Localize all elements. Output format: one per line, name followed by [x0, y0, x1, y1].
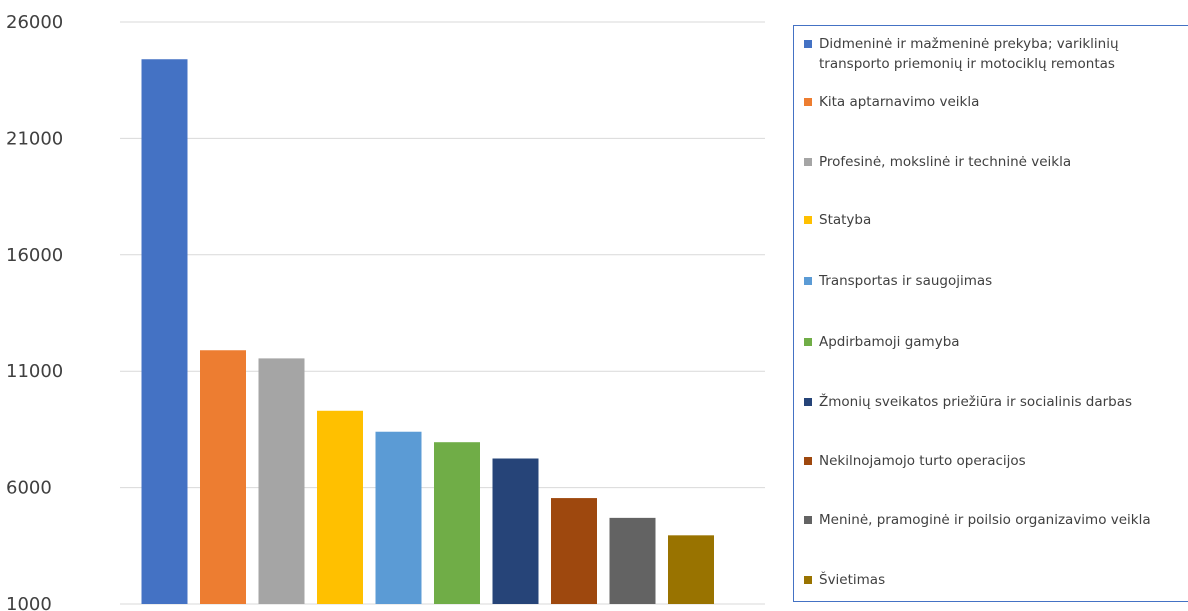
legend-item: Kita aptarnavimo veikla: [804, 92, 1188, 112]
y-tick-label: 21000: [6, 128, 63, 149]
chart-legend: Didmeninė ir mažmeninė prekyba; variklin…: [793, 25, 1188, 602]
legend-item: Transportas ir saugojimas: [804, 271, 1188, 291]
legend-swatch: [804, 216, 812, 224]
legend-label: Statyba: [819, 212, 872, 228]
legend-label: Profesinė, mokslinė ir techninė veikla: [819, 154, 1072, 170]
legend-item: Švietimas: [804, 570, 1188, 590]
bar: [668, 535, 714, 604]
legend-label: Apdirbamoji gamyba: [819, 334, 960, 350]
legend-swatch: [804, 576, 812, 584]
bars: [141, 59, 714, 605]
legend-item: Didmeninė ir mažmeninė prekyba; variklin…: [804, 34, 1188, 74]
legend-label: Meninė, pramoginė ir poilsio organizavim…: [819, 512, 1151, 528]
y-tick-label: 16000: [6, 245, 63, 266]
bar: [551, 498, 597, 604]
legend-swatch: [804, 338, 812, 346]
bar: [317, 410, 363, 604]
legend-label: Kita aptarnavimo veikla: [819, 94, 980, 110]
legend-swatch: [804, 457, 812, 465]
legend-swatch: [804, 158, 812, 166]
legend-item: Profesinė, mokslinė ir techninė veikla: [804, 152, 1188, 172]
bar: [258, 358, 305, 604]
legend-swatch: [804, 277, 812, 285]
legend-swatch: [804, 398, 812, 406]
y-tick-label: 6000: [6, 478, 52, 499]
legend-swatch: [804, 40, 812, 48]
bar: [375, 431, 422, 604]
bar: [609, 517, 656, 604]
legend-label: Nekilnojamojo turto operacijos: [819, 453, 1026, 469]
y-tick-label: 26000: [6, 12, 63, 33]
legend-item: Statyba: [804, 210, 1188, 230]
legend-label: Didmeninė ir mažmeninė prekyba; variklin…: [819, 36, 1119, 72]
bar: [434, 442, 480, 604]
bar-chart: 26000 21000 16000 11000 6000 1000: [6, 12, 765, 611]
legend-item: Meninė, pramoginė ir poilsio organizavim…: [804, 510, 1188, 530]
legend-label: Transportas ir saugojimas: [819, 273, 993, 289]
y-tick-label: 1000: [6, 594, 52, 611]
legend-swatch: [804, 98, 812, 106]
bar: [141, 59, 188, 605]
legend-item: Apdirbamoji gamyba: [804, 332, 1188, 352]
bar: [200, 350, 246, 604]
legend-item: Nekilnojamojo turto operacijos: [804, 451, 1188, 471]
bar: [492, 458, 539, 604]
legend-label: Švietimas: [819, 572, 886, 588]
y-tick-label: 11000: [6, 361, 63, 382]
legend-swatch: [804, 516, 812, 524]
legend-item: Žmonių sveikatos priežiūra ir socialinis…: [804, 392, 1188, 412]
legend-label: Žmonių sveikatos priežiūra ir socialinis…: [819, 394, 1133, 410]
y-axis-ticks: 26000 21000 16000 11000 6000 1000: [6, 12, 63, 611]
